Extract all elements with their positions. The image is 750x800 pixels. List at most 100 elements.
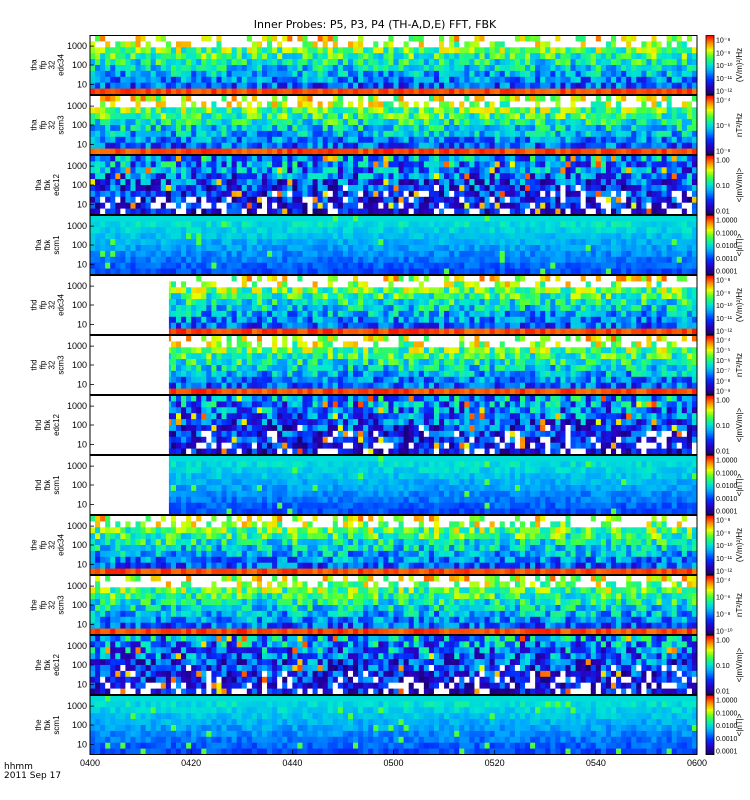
- spectrogram-cell: [504, 119, 511, 126]
- spectrogram-cell: [565, 113, 571, 120]
- spectrogram-cell: [595, 173, 602, 180]
- spectrogram-cell: [201, 136, 207, 144]
- spectrogram-cell: [464, 88, 470, 95]
- spectrogram-cell: [388, 155, 394, 162]
- spectrogram-cell: [317, 136, 324, 144]
- spectrogram-cell: [459, 268, 465, 275]
- spectrogram-cell: [545, 161, 551, 168]
- spectrogram-cell: [196, 179, 202, 186]
- spectrogram-cell: [373, 239, 379, 246]
- spectrogram-cell: [691, 142, 698, 149]
- spectrogram-cell: [297, 119, 303, 126]
- spectrogram-cell: [251, 239, 258, 246]
- spectrogram-cell: [246, 65, 253, 72]
- spectrogram-cell: [393, 155, 399, 162]
- spectrogram-cell: [611, 215, 617, 222]
- colorbar-step: [706, 217, 714, 220]
- spectrogram-cell: [484, 82, 491, 89]
- spectrogram-cell: [256, 76, 263, 84]
- spectrogram-cell: [317, 268, 324, 275]
- spectrogram-cell: [236, 250, 243, 258]
- spectrogram-cell: [636, 190, 642, 198]
- spectrogram-cell: [575, 125, 582, 132]
- spectrogram-cell: [413, 245, 420, 252]
- spectrogram-cell: [545, 239, 551, 246]
- spectrogram-cell: [439, 107, 445, 114]
- spectrogram-cell: [236, 167, 243, 174]
- spectrogram-cell: [671, 95, 678, 102]
- spectrogram-cell: [211, 167, 217, 174]
- spectrogram-cell: [110, 262, 116, 269]
- spectrogram-cell: [661, 53, 668, 60]
- spectrogram-cell: [383, 179, 389, 186]
- spectrogram-cell: [312, 221, 319, 228]
- spectrogram-cell: [464, 136, 470, 144]
- spectrogram-cell: [120, 95, 126, 102]
- spectrogram-cell: [479, 190, 485, 198]
- spectrogram-cell: [155, 136, 162, 144]
- spectrogram-cell: [226, 119, 233, 126]
- colorbar-tick-label: 0.01: [716, 209, 730, 216]
- spectrogram-cell: [277, 185, 283, 192]
- spectrogram-cell: [631, 256, 637, 264]
- spectrogram-cell: [201, 161, 207, 168]
- spectrogram-cell: [272, 59, 278, 66]
- spectrogram-cell: [540, 233, 546, 240]
- spectrogram-cell: [611, 125, 617, 132]
- spectrogram-cell: [540, 155, 546, 162]
- spectrogram-cell: [661, 221, 668, 228]
- spectrogram-cell: [428, 185, 435, 192]
- spectrogram-cell: [519, 208, 526, 215]
- spectrogram-cell: [125, 136, 131, 144]
- spectrogram-cell: [100, 208, 106, 215]
- spectrogram-cell: [525, 227, 531, 234]
- spectrogram-cell: [145, 47, 152, 54]
- spectrogram-cell: [459, 148, 465, 155]
- spectrogram-cell: [605, 142, 612, 149]
- spectrogram-cell: [433, 82, 440, 89]
- spectrogram-cell: [444, 95, 450, 102]
- spectrogram-cell: [550, 208, 556, 215]
- spectrogram-cell: [530, 167, 536, 174]
- spectrogram-cell: [519, 101, 526, 108]
- spectrogram-cell: [201, 256, 207, 264]
- spectrogram-cell: [145, 142, 152, 149]
- spectrogram-cell: [611, 53, 617, 60]
- spectrogram-cell: [246, 208, 253, 215]
- spectrogram-cell: [282, 196, 288, 204]
- spectrogram-cell: [590, 208, 597, 215]
- spectrogram-cell: [282, 245, 288, 252]
- spectrogram-cell: [540, 185, 546, 192]
- spectrogram-cell: [236, 130, 243, 138]
- spectrogram-cell: [312, 233, 319, 240]
- spectrogram-cell: [676, 136, 683, 144]
- spectrogram-cell: [408, 125, 415, 132]
- spectrogram-cell: [621, 113, 627, 120]
- spectrogram-cell: [135, 262, 141, 269]
- spectrogram-cell: [636, 65, 642, 72]
- spectrogram-cell: [211, 107, 217, 114]
- spectrogram-cell: [145, 113, 152, 120]
- spectrogram-cell: [550, 268, 556, 275]
- spectrogram-cell: [135, 35, 141, 42]
- spectrogram-cell: [95, 107, 101, 114]
- spectrogram-cell: [459, 227, 465, 234]
- spectrogram-cell: [489, 245, 496, 252]
- spectrogram-cell: [651, 95, 657, 102]
- spectrogram-cell: [241, 53, 248, 60]
- spectrogram-cell: [469, 190, 475, 198]
- spectrogram-cell: [196, 268, 202, 275]
- spectrogram-cell: [499, 47, 506, 54]
- spectrogram-cell: [621, 215, 627, 222]
- spectrogram-cell: [292, 262, 298, 269]
- spectrogram-cell: [160, 268, 167, 275]
- spectrogram-cell: [211, 53, 217, 60]
- spectrogram-cell: [292, 53, 298, 60]
- spectrogram-cell: [459, 95, 465, 102]
- spectrogram-cell: [337, 53, 344, 60]
- spectrogram-cell: [631, 202, 637, 209]
- spectrogram-cell: [388, 136, 394, 144]
- spectrogram-cell: [595, 76, 602, 84]
- spectrogram-cell: [383, 35, 389, 42]
- spectrogram-cell: [433, 101, 440, 108]
